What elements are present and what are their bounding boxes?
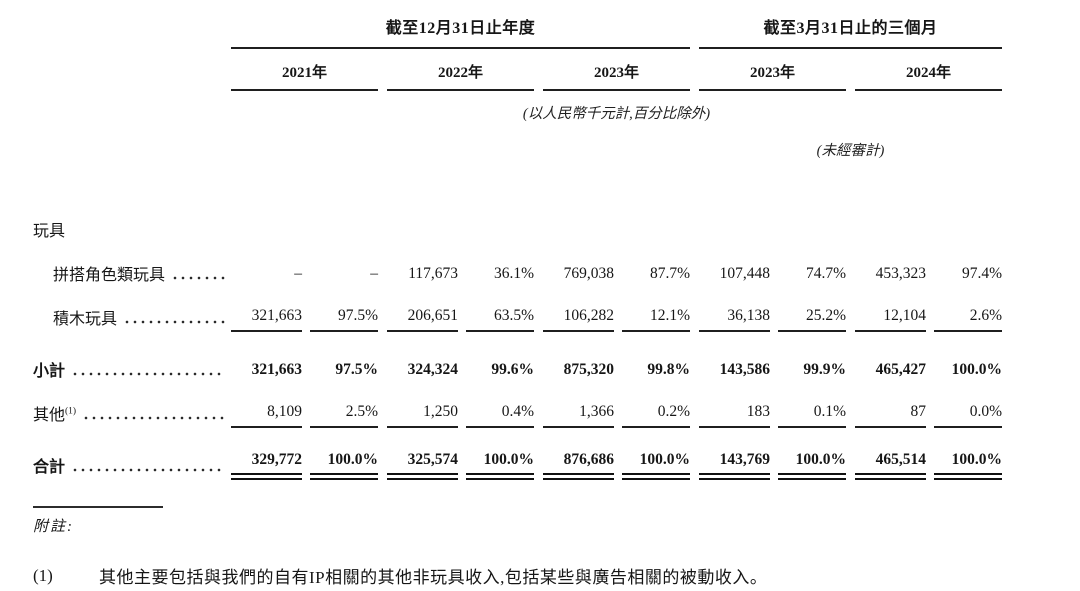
year-header-row: 2021年 2022年 2023年 2023年 2024年 [33,61,1080,91]
footnote-marker: (1) [65,406,77,417]
row-label: 積木玩具 [33,305,231,332]
period-group-header-row: 截至12月31日止年度 截至3月31日止的三個月 [33,14,1080,49]
table-cell: 106,282 [543,307,614,332]
table-cell: 329,772 [231,451,302,480]
table-cell: 117,673 [408,265,458,282]
table-cell: 465,514 [855,451,926,480]
table-row-building-block-toys: 積木玩具 321,663 97.5% 206,651 63.5% 106,282… [33,288,1080,332]
table-row-total: 合計 329,772 100.0% 325,574 100.0% 876,686… [33,436,1080,480]
row-label: 玩具 [33,217,231,244]
footnote-divider [33,506,163,508]
table-cell: 0.4% [466,403,534,428]
table-cell: 74.7% [805,265,846,282]
table-cell: 1,366 [543,403,614,428]
table-cell: 100.0% [951,361,1002,378]
table-cell: 99.6% [491,361,534,378]
table-cell: 324,324 [407,361,458,378]
table-cell: 99.8% [647,361,690,378]
table-cell: 25.2% [778,307,846,332]
table-cell: 100.0% [934,451,1002,480]
table-cell: 875,320 [563,361,614,378]
table-cell: – [294,265,302,282]
table-cell: 97.4% [961,265,1002,282]
period-group-annual: 截至12月31日止年度 [231,14,690,49]
table-cell: 99.9% [803,361,846,378]
dot-leader [73,372,225,376]
year-header-2023q1: 2023年 [699,61,846,91]
currency-unit-note: (以人民幣千元計,百分比除外) [522,106,711,122]
table-cell: 107,448 [719,265,770,282]
table-cell: 36.1% [493,265,534,282]
table-cell: 100.0% [310,451,378,480]
year-header-2022: 2022年 [387,61,534,91]
table-cell: 143,586 [719,361,770,378]
table-row-subtotal: 小計 321,663 97.5% 324,324 99.6% 875,320 9… [33,340,1080,384]
table-cell: 12.1% [622,307,690,332]
dot-leader [84,416,225,420]
year-header-2023: 2023年 [543,61,690,91]
footnote-text: 其他主要包括與我們的自有IP相關的其他非玩具收入,包括某些與廣告相關的被動收入。 [99,568,768,587]
table-cell: 1,250 [387,403,458,428]
table-cell: 0.1% [778,403,846,428]
table-cell: 453,323 [875,265,926,282]
table-cell: 183 [699,403,770,428]
table-cell: 321,663 [231,307,302,332]
table-cell: 100.0% [778,451,846,480]
footnote-item: (1) 其他主要包括與我們的自有IP相關的其他非玩具收入,包括某些與廣告相關的被… [33,566,1080,591]
table-cell: 100.0% [466,451,534,480]
dot-leader [173,276,225,280]
table-cell: 2.6% [934,307,1002,332]
dot-leader [125,320,225,324]
table-cell: 325,574 [387,451,458,480]
dot-leader [73,468,225,472]
table-cell: 97.5% [335,361,378,378]
label-column-spacer [33,14,231,49]
row-label: 合計 [33,453,231,480]
table-cell: 87.7% [649,265,690,282]
table-cell: 12,104 [855,307,926,332]
label-column-spacer [33,61,231,91]
year-header-2021: 2021年 [231,61,378,91]
row-label: 拼搭角色類玩具 [33,261,231,288]
table-cell: 465,427 [875,361,926,378]
year-header-2024q1: 2024年 [855,61,1002,91]
table-cell: 876,686 [543,451,614,480]
table-cell: 97.5% [310,307,378,332]
table-cell: 0.2% [622,403,690,428]
table-cell: 87 [855,403,926,428]
table-cell: 2.5% [310,403,378,428]
table-cell: 321,663 [251,361,302,378]
revenue-table-body: 玩具 拼搭角色類玩具 – – 117,673 36.1% 769,038 87.… [33,208,1080,480]
table-cell: 8,109 [231,403,302,428]
table-row-assembled-character-toys: 拼搭角色類玩具 – – 117,673 36.1% 769,038 87.7% … [33,244,1080,288]
table-cell: 100.0% [622,451,690,480]
period-group-quarter: 截至3月31日止的三個月 [699,14,1002,49]
table-cell: 769,038 [563,265,614,282]
table-row-others: 其他(1) 8,109 2.5% 1,250 0.4% 1,366 0.2% 1… [33,384,1080,428]
table-cell: 36,138 [699,307,770,332]
table-cell: 0.0% [934,403,1002,428]
row-label: 其他(1) [33,401,231,428]
section-label: 玩具 [33,223,66,240]
table-cell: 63.5% [466,307,534,332]
unaudited-note: (未經審計) [816,143,885,159]
table-cell: 143,769 [699,451,770,480]
footnotes-heading: 附註: [33,519,74,535]
footnote-number: (1) [33,566,53,585]
row-label: 小計 [33,357,231,384]
table-cell: – [370,265,378,282]
table-cell: 206,651 [387,307,458,332]
table-row-toys-section: 玩具 [33,208,1080,244]
